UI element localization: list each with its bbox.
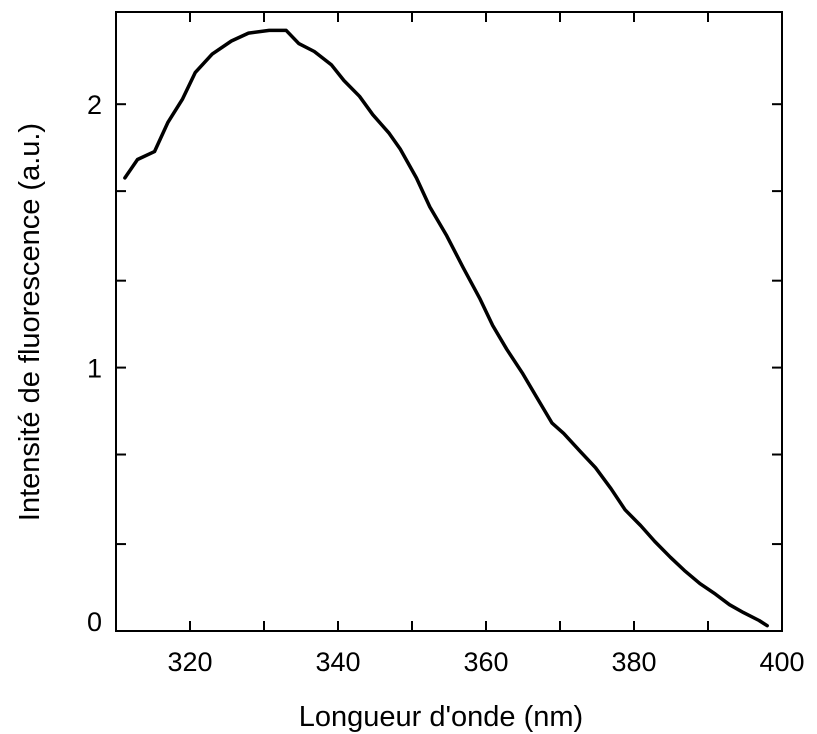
x-tick-label: 320 bbox=[167, 647, 212, 677]
axis-ticks bbox=[116, 12, 783, 632]
y-tick-label: 1 bbox=[87, 354, 102, 384]
y-tick-label: 2 bbox=[87, 90, 102, 120]
plot-frame bbox=[115, 11, 783, 632]
x-tick-label: 380 bbox=[611, 647, 656, 677]
x-tick-label: 400 bbox=[759, 647, 804, 677]
y-axis-label: Intensité de fluorescence (a.u.) bbox=[14, 123, 46, 521]
x-tick-label: 360 bbox=[463, 647, 508, 677]
y-tick-labels: 0 1 2 bbox=[87, 90, 102, 637]
y-tick-label: 0 bbox=[87, 607, 102, 637]
x-axis-label: Longueur d'onde (nm) bbox=[299, 701, 583, 733]
x-tick-label: 340 bbox=[315, 647, 360, 677]
series-line bbox=[123, 28, 769, 628]
x-tick-labels: 320 340 360 380 400 bbox=[167, 647, 804, 677]
